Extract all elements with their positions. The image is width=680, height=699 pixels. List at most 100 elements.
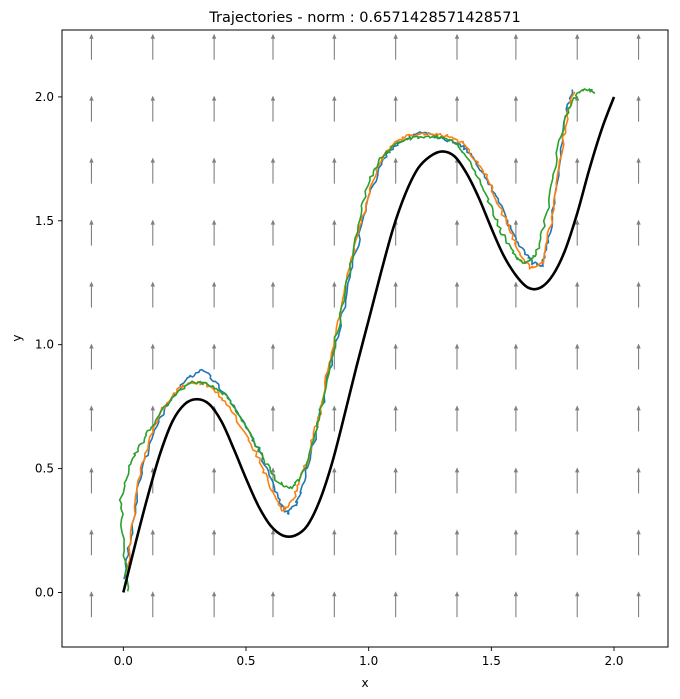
field-arrow — [454, 405, 460, 432]
field-arrow — [150, 591, 155, 618]
field-arrow — [270, 219, 276, 246]
field-arrow — [89, 157, 94, 184]
field-arrow — [575, 95, 580, 122]
field-arrow — [211, 157, 217, 184]
field-arrow — [270, 281, 276, 308]
field-arrow — [636, 157, 641, 184]
field-arrow — [211, 467, 217, 494]
field-arrow — [575, 405, 580, 432]
field-arrow — [89, 281, 94, 308]
field-arrow — [636, 95, 641, 122]
field-arrow — [454, 95, 460, 122]
field-arrow — [636, 219, 641, 246]
field-arrow — [211, 529, 217, 556]
x-tick-label: 1.0 — [359, 654, 378, 668]
reference-curve — [122, 96, 616, 593]
chart-title: Trajectories - norm : 0.6571428571428571 — [208, 10, 520, 26]
field-arrow — [513, 591, 519, 618]
y-axis-label: y — [10, 334, 24, 341]
field-arrow — [150, 95, 155, 122]
field-arrow — [270, 591, 276, 618]
field-arrow — [332, 157, 337, 184]
field-arrow — [270, 95, 276, 122]
field-arrow — [513, 467, 519, 494]
field-arrow — [513, 343, 519, 370]
x-axis: 0.0 0.5 1.0 1.5 2.0 — [114, 647, 624, 668]
field-arrow — [89, 95, 94, 122]
field-arrow — [332, 95, 337, 122]
field-arrow — [211, 591, 217, 618]
field-arrow — [150, 33, 155, 60]
x-tick-label: 2.0 — [604, 654, 623, 668]
field-arrow — [270, 405, 276, 432]
field-arrow — [211, 219, 217, 246]
field-arrow — [89, 33, 94, 60]
field-arrow — [89, 591, 94, 618]
field-arrow — [636, 467, 641, 494]
field-arrow — [332, 281, 337, 308]
field-arrow — [636, 529, 641, 556]
y-tick-label: 0.0 — [35, 585, 54, 599]
trajectory-line-1 — [123, 89, 574, 580]
field-arrow — [575, 33, 580, 60]
field-arrow — [332, 529, 337, 556]
field-arrow — [270, 343, 276, 370]
field-arrow — [636, 405, 641, 432]
field-arrow — [89, 467, 94, 494]
y-axis: 0.0 0.5 1.0 1.5 2.0 — [35, 90, 62, 599]
field-arrow — [575, 529, 580, 556]
field-arrow — [89, 219, 94, 246]
trajectory-line-3 — [118, 88, 596, 592]
field-arrow — [636, 343, 641, 370]
field-arrow — [332, 405, 337, 432]
field-arrow — [393, 591, 398, 618]
field-arrow — [150, 281, 155, 308]
field-arrow — [513, 405, 519, 432]
field-arrow — [270, 33, 276, 60]
field-arrow — [575, 281, 580, 308]
field-arrow — [393, 95, 398, 122]
field-arrow — [393, 467, 398, 494]
field-arrow — [332, 467, 337, 494]
plot-area — [89, 33, 641, 618]
field-arrow — [211, 95, 217, 122]
field-arrow — [454, 281, 460, 308]
field-arrow — [211, 281, 217, 308]
field-arrow — [513, 529, 519, 556]
field-arrow — [575, 591, 580, 618]
field-arrow — [454, 343, 460, 370]
field-arrow — [454, 33, 460, 60]
field-arrow — [575, 219, 580, 246]
field-arrow — [636, 33, 641, 60]
field-arrow — [211, 33, 217, 60]
field-arrow — [89, 405, 94, 432]
field-arrow — [270, 529, 276, 556]
y-tick-label: 1.5 — [35, 214, 54, 228]
field-arrow — [513, 157, 519, 184]
field-arrow — [575, 343, 580, 370]
field-arrow — [393, 281, 398, 308]
x-tick-label: 0.5 — [236, 654, 255, 668]
x-axis-label: x — [361, 676, 368, 690]
field-arrow — [89, 529, 94, 556]
field-arrow — [393, 343, 398, 370]
vector-field — [89, 33, 641, 618]
y-tick-label: 1.0 — [35, 338, 54, 352]
field-arrow — [150, 219, 155, 246]
field-arrow — [636, 281, 641, 308]
field-arrow — [393, 405, 398, 432]
field-arrow — [150, 529, 155, 556]
field-arrow — [270, 157, 276, 184]
field-arrow — [454, 591, 460, 618]
field-arrow — [332, 33, 337, 60]
field-arrow — [211, 343, 217, 370]
field-arrow — [332, 591, 337, 618]
field-arrow — [393, 157, 398, 184]
field-arrow — [513, 95, 519, 122]
field-arrow — [575, 157, 580, 184]
field-arrow — [393, 33, 398, 60]
y-tick-label: 2.0 — [35, 90, 54, 104]
field-arrow — [575, 467, 580, 494]
field-arrow — [150, 343, 155, 370]
field-arrow — [393, 529, 398, 556]
